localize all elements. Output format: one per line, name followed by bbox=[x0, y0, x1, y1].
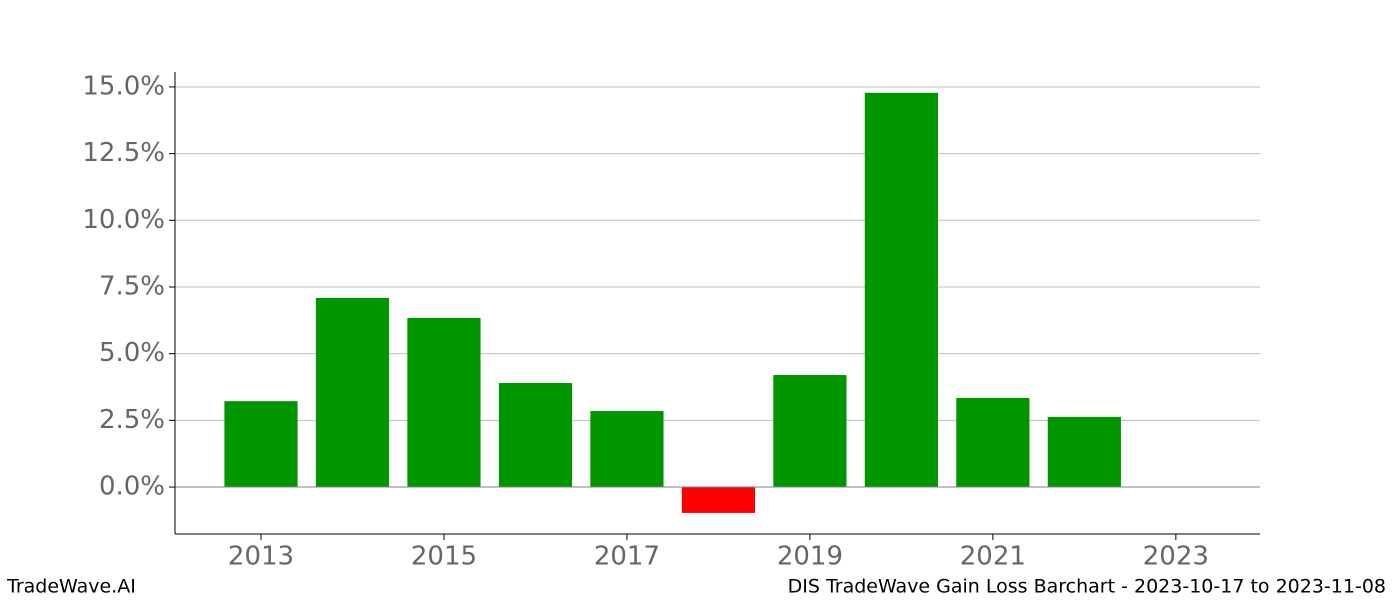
bar bbox=[590, 411, 664, 488]
bar bbox=[773, 375, 847, 488]
x-tick-label: 2015 bbox=[411, 542, 477, 572]
y-tick-label: 2.5% bbox=[99, 405, 165, 435]
x-tick-label: 2013 bbox=[228, 542, 294, 572]
footer-left: TradeWave.AI bbox=[6, 576, 136, 598]
y-tick-label: 5.0% bbox=[99, 338, 165, 368]
bar bbox=[315, 297, 390, 488]
bar bbox=[956, 397, 1030, 488]
bar bbox=[864, 92, 938, 488]
y-tick-label: 0.0% bbox=[99, 472, 165, 502]
bar bbox=[681, 487, 756, 513]
x-tick-label: 2023 bbox=[1143, 542, 1209, 572]
x-tick-label: 2021 bbox=[960, 542, 1026, 572]
y-tick-label: 12.5% bbox=[82, 138, 165, 168]
bar bbox=[1047, 416, 1121, 488]
x-tick-label: 2019 bbox=[777, 542, 843, 572]
bar bbox=[498, 383, 573, 488]
y-tick-label: 7.5% bbox=[99, 271, 165, 301]
x-tick-label: 2017 bbox=[594, 542, 660, 572]
bar bbox=[224, 401, 298, 488]
y-tick-label: 10.0% bbox=[82, 205, 165, 235]
y-tick-label: 15.0% bbox=[82, 71, 165, 101]
footer-right: DIS TradeWave Gain Loss Barchart - 2023-… bbox=[788, 576, 1386, 598]
bar bbox=[407, 317, 481, 488]
